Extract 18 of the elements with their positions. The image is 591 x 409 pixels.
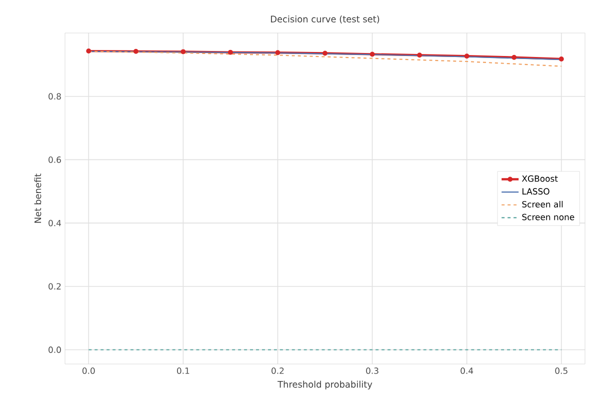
y-tick-label: 0.4: [48, 220, 61, 226]
x-tick-label: 0.4: [460, 368, 474, 374]
y-tick-label: 0.0: [48, 346, 61, 353]
x-tick-label: 0.3: [366, 368, 378, 374]
y-tick-label: 0.8: [48, 93, 61, 100]
legend-label: Screen all: [522, 200, 563, 208]
y-axis-title: Net benefit: [34, 174, 42, 223]
legend-label: LASSO: [522, 188, 550, 195]
legend-label: XGBoost: [522, 175, 558, 182]
x-tick-label: 0.5: [555, 368, 568, 374]
x-tick-label: 0.0: [82, 368, 95, 374]
chart-title: Decision curve (test set): [270, 16, 380, 24]
x-tick-label: 0.2: [272, 368, 284, 374]
x-axis-title: Threshold probability: [278, 380, 372, 390]
y-tick-label: 0.6: [48, 156, 61, 163]
legend-label: Screen none: [522, 214, 574, 220]
x-tick-label: 0.1: [177, 368, 190, 374]
y-tick-label: 0.2: [48, 283, 61, 290]
